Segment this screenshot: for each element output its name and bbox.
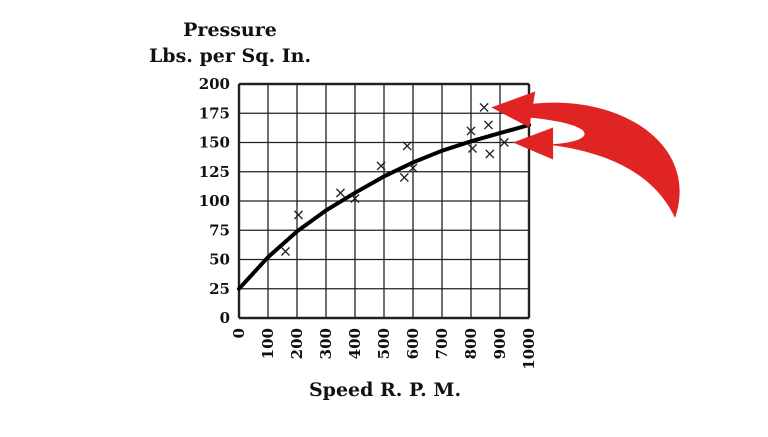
arrow-shaft (527, 102, 680, 218)
data-point: × (400, 136, 413, 155)
data-point: × (464, 121, 477, 140)
y-tick-label: 175 (199, 104, 230, 122)
x-tick-label: 800 (462, 328, 480, 359)
data-point: × (374, 156, 387, 175)
y-axis-title-line2: Lbs. per Sq. In. (149, 45, 311, 67)
data-point: × (483, 144, 496, 163)
data-point: × (406, 158, 419, 177)
arrowhead-upper (491, 91, 536, 128)
x-axis-title: Speed R. P. M. (309, 379, 461, 401)
y-tick-label: 100 (199, 192, 230, 210)
x-tick-label: 300 (317, 328, 335, 359)
axis-ticks: 0 25 50 75 100 125 150 175 200 0 100 200 300 400 500 60… (199, 75, 538, 370)
x-tick-label: 600 (404, 328, 422, 359)
data-point: × (334, 183, 347, 202)
data-point: × (482, 115, 495, 134)
x-tick-label: 900 (491, 328, 509, 359)
y-tick-label: 50 (209, 251, 230, 269)
x-tick-label: 700 (433, 328, 451, 359)
annotation-arrows (491, 91, 680, 218)
y-tick-label: 0 (220, 309, 230, 327)
arrowhead-lower (513, 127, 554, 160)
x-tick-label: 200 (288, 328, 306, 359)
y-tick-label: 200 (199, 75, 230, 93)
x-tick-label: 500 (375, 328, 393, 359)
x-tick-label: 1000 (520, 328, 538, 370)
data-point: × (348, 189, 361, 208)
x-tick-label: 400 (346, 328, 364, 359)
data-point: × (398, 168, 411, 187)
fit-curve (237, 123, 531, 291)
data-point: × (477, 97, 490, 116)
y-axis-title-line1: Pressure (183, 19, 277, 41)
y-tick-label: 75 (209, 221, 230, 239)
x-tick-label: 0 (230, 328, 248, 338)
y-tick-label: 150 (199, 134, 230, 152)
y-tick-label: 125 (199, 163, 230, 181)
data-point: × (292, 205, 305, 224)
data-point: × (498, 133, 511, 152)
x-tick-label: 100 (259, 328, 277, 359)
y-tick-label: 25 (209, 280, 230, 298)
data-point: × (279, 241, 292, 260)
data-point: × (466, 138, 479, 157)
data-points: ××× ××××××××××× (279, 97, 511, 260)
